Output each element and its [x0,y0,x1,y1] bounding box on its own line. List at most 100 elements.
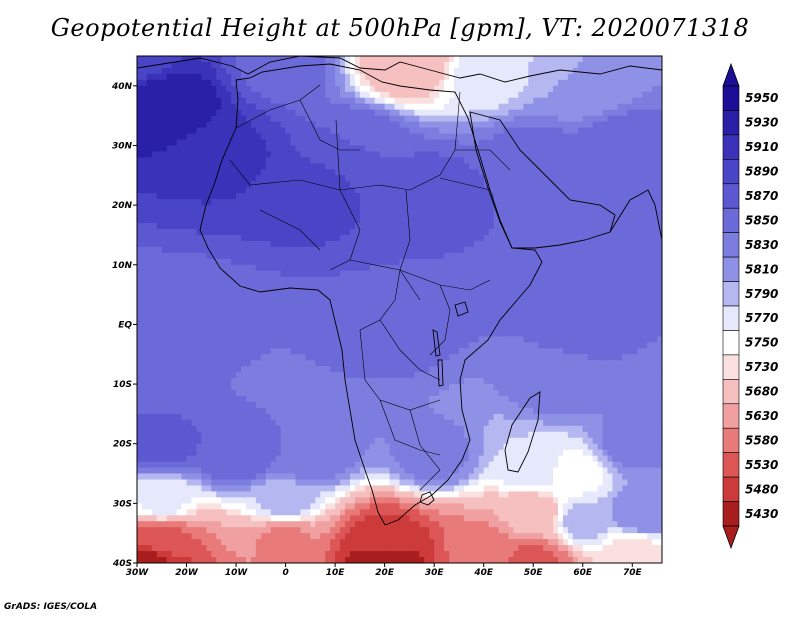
field-cell [587,312,594,320]
field-cell [196,240,202,248]
field-cell [627,240,633,248]
field-cell [582,187,589,194]
field-cell [642,205,648,212]
field-cell [602,228,609,236]
field-cell [369,133,376,141]
field-cell [458,324,465,331]
field-cell [632,306,638,314]
field-cell [632,205,638,212]
field-cell [528,61,534,69]
field-cell [305,157,311,164]
field-cell [156,187,163,194]
field-cell [409,205,415,212]
field-cell [156,282,163,290]
field-cell [498,234,505,242]
field-cell [562,264,569,272]
field-cell [176,270,183,278]
field-cell [498,276,505,284]
field-cell [181,276,188,284]
field-cell [260,56,267,63]
field-cell [186,306,193,314]
field-cell [285,163,292,170]
field-cell [305,258,311,266]
field-cell [617,294,623,302]
field-cell [567,109,574,117]
field-cell [572,56,579,63]
field-cell [325,223,331,230]
field-cell [241,163,247,170]
field-cell [404,306,411,314]
field-cell [201,258,207,266]
field-cell [250,61,257,69]
field-cell [567,276,574,284]
field-cell [359,175,366,182]
field-cell [543,276,549,284]
field-cell [562,193,569,200]
field-cell [597,228,604,236]
field-cell [255,252,262,260]
field-cell [176,252,183,260]
field-cell [236,79,242,87]
field-cell [503,258,510,266]
field-cell [523,175,529,182]
field-cell [156,312,163,320]
field-cell [146,67,153,75]
field-cell [295,109,302,117]
field-cell [300,193,306,200]
field-cell [290,276,297,284]
field-cell [518,109,524,117]
field-cell [553,121,559,129]
field-cell [379,61,386,69]
field-cell [359,240,366,248]
field-cell [141,288,148,296]
field-cell [315,56,321,63]
field-cell [557,181,564,188]
field-cell [617,109,623,117]
field-cell [622,300,628,308]
field-cell [161,264,168,272]
field-cell [567,258,574,266]
field-cell [275,163,282,170]
field-cell [632,97,638,105]
field-cell [528,223,534,230]
field-cell [354,312,361,320]
field-cell [310,252,316,260]
field-cell [577,228,584,236]
field-cell [592,169,599,176]
field-cell [300,67,306,75]
field-cell [191,61,198,69]
field-cell [137,223,143,230]
field-cell [587,67,594,75]
field-cell [290,240,297,248]
field-cell [538,324,544,331]
field-cell [508,79,515,87]
field-cell [290,217,297,224]
field-cell [141,199,148,206]
field-cell [478,270,485,278]
field-cell [553,169,559,176]
field-cell [236,61,242,69]
field-cell [250,324,257,331]
field-cell [444,240,450,248]
field-cell [236,330,242,337]
field-cell [151,312,158,320]
field-cell [607,133,614,141]
field-cell [340,240,346,248]
field-cell [642,306,648,314]
field-cell [166,145,173,153]
field-cell [265,228,272,236]
field-cell [137,127,143,135]
field-cell [320,240,326,248]
field-cell [513,300,519,308]
field-cell [260,217,267,224]
field-cell [275,61,282,69]
field-cell [186,288,193,296]
field-cell [295,67,302,75]
field-cell [449,115,455,123]
field-cell [320,294,326,302]
field-cell [567,85,574,93]
field-cell [449,312,455,320]
field-cell [389,175,396,182]
field-cell [146,56,153,63]
field-cell [632,294,638,302]
